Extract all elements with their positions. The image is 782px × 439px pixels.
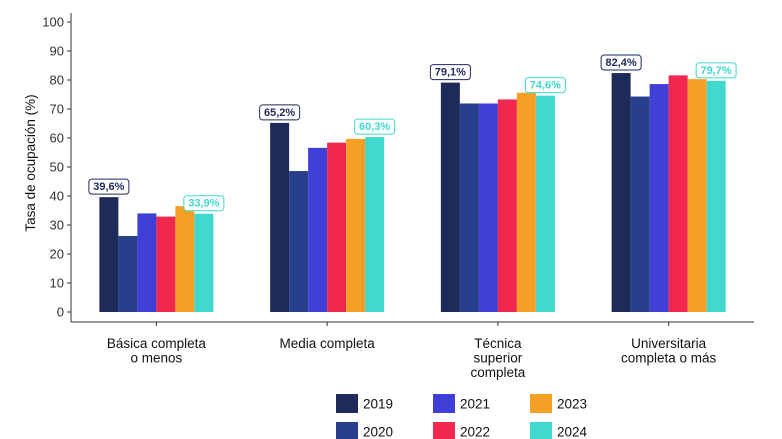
- data-label-box: [259, 104, 301, 121]
- x-tick-label-line: completa: [470, 365, 525, 380]
- legend-label: 2023: [557, 397, 587, 412]
- legend: 2019 2020 2021 2022 2023 2024: [336, 394, 588, 439]
- data-label-2024: 33,9%: [183, 195, 225, 212]
- y-axis-title: Tasa de ocupación (%): [23, 94, 38, 231]
- y-axis: 0 10 20 30 40 50 60 70 80 90 100: [42, 13, 72, 322]
- data-label-box: [600, 54, 642, 71]
- legend-swatch: [336, 394, 358, 413]
- bar-2019: [611, 73, 631, 312]
- bar-2021: [308, 147, 328, 312]
- bar-2022: [497, 99, 517, 313]
- y-tick-label: 0: [57, 305, 64, 320]
- data-label-text: 79,1%: [435, 67, 466, 79]
- legend-label: 2024: [557, 425, 588, 439]
- x-tick-label: Media completa: [279, 336, 375, 351]
- x-tick-label: Técnica superior completa: [470, 336, 525, 380]
- x-tick-label-line: superior: [473, 351, 522, 366]
- legend-item-2021: 2021: [433, 394, 490, 413]
- y-tick-label: 30: [50, 218, 64, 233]
- bar-2024: [706, 80, 726, 313]
- bar-2024: [365, 137, 385, 312]
- bar-2024: [194, 213, 214, 312]
- bar-2023: [346, 138, 366, 312]
- data-label-text: 60,3%: [359, 121, 390, 133]
- y-tick-label: 20: [50, 247, 64, 262]
- legend-item-2023: 2023: [530, 394, 587, 413]
- data-labels: 39,6% 65,2% 79,1% 82,4% 33,9% 60,3% 74,6% 79,7%: [88, 54, 737, 212]
- bar-2020: [630, 96, 650, 312]
- data-label-text: 79,7%: [701, 65, 732, 77]
- data-label-box: [183, 195, 225, 212]
- y-tick-label: 90: [50, 44, 64, 59]
- bar-2022: [327, 142, 347, 312]
- y-tick-label: 70: [50, 102, 64, 117]
- data-label-box: [88, 178, 130, 195]
- bar-2019: [270, 122, 290, 312]
- x-axis: Básica completa o menos Media completa Técn…: [71, 321, 754, 380]
- y-tick-label: 50: [50, 160, 64, 175]
- legend-item-2022: 2022: [433, 422, 490, 439]
- x-tick-label-line: Media completa: [279, 336, 375, 351]
- legend-label: 2020: [363, 425, 393, 439]
- data-label-box: [429, 64, 471, 81]
- data-label-box: [524, 77, 566, 94]
- y-tick-label: 80: [50, 73, 64, 88]
- x-tick-label-line: completa o más: [621, 351, 717, 366]
- x-tick-label: Básica completa o menos: [107, 336, 207, 366]
- bar-2020: [289, 171, 309, 312]
- bar-2020: [118, 236, 138, 312]
- legend-label: 2022: [460, 425, 490, 439]
- y-tick-label: 60: [50, 131, 64, 146]
- data-label-2024: 74,6%: [524, 77, 566, 94]
- bar-2021: [649, 84, 669, 312]
- data-label-box: [354, 118, 396, 135]
- data-label-2024: 79,7%: [695, 62, 737, 79]
- data-label-text: 33,9%: [188, 198, 219, 210]
- y-tick-label: 10: [50, 276, 64, 291]
- data-label-text: 39,6%: [93, 181, 124, 193]
- bars: [99, 73, 726, 313]
- legend-swatch: [433, 422, 455, 439]
- bar-2023: [516, 92, 536, 312]
- data-label-2019: 39,6%: [88, 178, 130, 195]
- data-label-2024: 60,3%: [354, 118, 396, 135]
- data-label-text: 65,2%: [264, 107, 295, 119]
- bar-2021: [478, 103, 498, 313]
- x-tick-label: Universitaria completa o más: [621, 336, 717, 366]
- legend-label: 2019: [363, 397, 393, 412]
- data-label-2019: 79,1%: [429, 64, 471, 81]
- data-label-2019: 82,4%: [600, 54, 642, 71]
- bar-2019: [440, 82, 460, 312]
- x-tick-label-line: o menos: [130, 351, 182, 366]
- bar-2023: [175, 206, 195, 312]
- legend-item-2024: 2024: [530, 422, 588, 439]
- x-tick-label-line: Universitaria: [631, 336, 707, 351]
- data-label-box: [695, 62, 737, 79]
- bar-2022: [156, 216, 176, 312]
- legend-swatch: [433, 394, 455, 413]
- legend-swatch: [530, 422, 552, 439]
- bar-2022: [668, 75, 688, 312]
- data-label-text: 74,6%: [530, 80, 561, 92]
- data-label-2019: 65,2%: [259, 104, 301, 121]
- legend-item-2019: 2019: [336, 394, 393, 413]
- legend-item-2020: 2020: [336, 422, 393, 439]
- bar-2023: [687, 79, 707, 312]
- bar-2020: [459, 103, 479, 313]
- legend-label: 2021: [460, 397, 490, 412]
- bar-2024: [535, 95, 555, 312]
- y-tick-label: 100: [42, 15, 64, 30]
- legend-swatch: [336, 422, 358, 439]
- data-label-text: 82,4%: [606, 57, 637, 69]
- x-tick-label-line: Técnica: [474, 336, 522, 351]
- bar-2021: [137, 213, 157, 312]
- y-tick-label: 40: [50, 189, 64, 204]
- bar-2019: [99, 197, 119, 312]
- legend-swatch: [530, 394, 552, 413]
- x-tick-label-line: Básica completa: [107, 336, 207, 351]
